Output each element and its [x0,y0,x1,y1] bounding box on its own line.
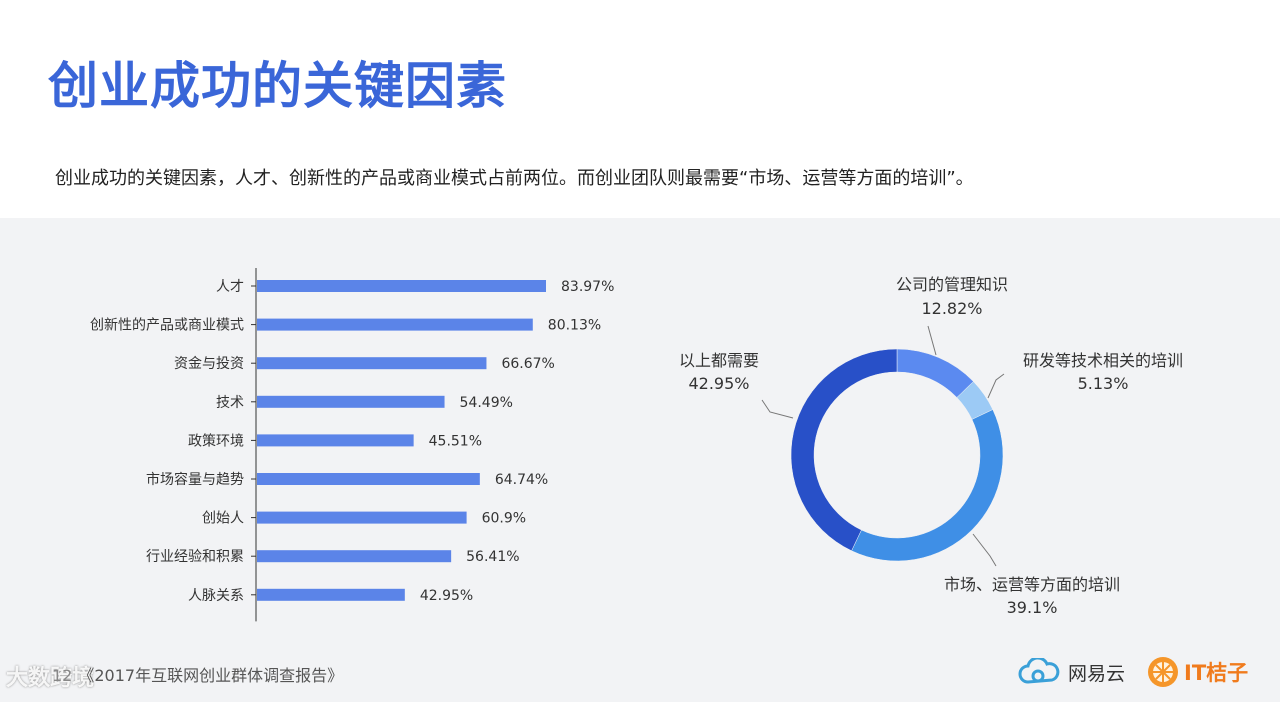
netease-logo: 网易云 [1018,658,1125,686]
source-text: 《2017年互联网创业群体调查报告》 [78,666,344,685]
bar-chart: 人才 83.97% 创新性的产品或商业模式 80.13% 资金与投资 66.67% 技术 54… [90,268,614,622]
page-subtitle: 创业成功的关键因素，人才、创新性的产品或商业模式占前两位。而创业团队则最需要“市… [55,168,974,189]
bar [257,434,414,447]
bar [257,395,445,408]
bar-value-label: 42.95% [420,588,473,604]
orange-icon [1148,657,1178,687]
chart-background [0,218,1280,702]
bar-category-label: 技术 [216,395,244,411]
bar-value-label: 45.51% [429,433,482,449]
bar-category-label: 资金与投资 [174,356,244,372]
donut-slice-name: 市场、运营等方面的培训 [944,575,1120,594]
donut-leader-line [987,373,1005,399]
bar-category-label: 政策环境 [188,432,244,449]
watermark: 大数跨境 [6,666,95,691]
bar-category-label: 创始人 [202,511,244,527]
bar [257,588,405,601]
bar [257,550,452,563]
donut-slice [790,348,898,552]
bar-value-label: 80.13% [548,318,601,334]
bar-value-label: 60.9% [482,511,526,527]
donut-slice-value: 12.82% [921,299,982,318]
itjuzi-logo: IT桔子 [1146,655,1248,689]
donut-leader-line [761,399,794,419]
donut-slice [896,348,974,398]
bar-value-label: 64.74% [495,472,548,488]
page-title: 创业成功的关键因素 [48,57,507,115]
netease-logo-text: 网易云 [1068,662,1126,685]
bar [257,473,480,485]
donut-slice-value: 39.1% [1007,598,1058,617]
bar-value-label: 66.67% [501,356,554,372]
donut-slice-name: 公司的管理知识 [896,275,1008,294]
donut-slice-name: 以上都需要 [679,351,759,370]
header-area [0,0,1280,218]
bar [257,511,467,524]
donut-leader-line [972,533,997,567]
donut-slice-value: 5.13% [1078,374,1129,393]
donut-chart: 公司的管理知识 12.82% 研发等技术相关的培训 5.13% 市场、运营等方面的培训 3… [679,275,1183,617]
bar [257,357,487,370]
bar [257,318,533,331]
bar-category-label: 市场容量与趋势 [146,471,244,488]
bar-category-label: 创新性的产品或商业模式 [90,318,244,334]
bar-category-label: 人脉关系 [188,588,244,604]
donut-slice [851,409,1004,562]
bar-value-label: 83.97% [561,279,614,295]
page-number: 12 [52,666,73,685]
donut-slice-value: 42.95% [688,374,749,393]
bar-value-label: 54.49% [460,395,513,411]
bar-value-label: 56.41% [466,549,519,565]
itjuzi-logo-text: IT桔子 [1184,661,1249,685]
cloud-icon [1018,658,1060,684]
bar [257,280,546,292]
footer-source: 12 《2017年互联网创业群体调查报告》 [52,662,343,686]
bar-category-label: 行业经验和积累 [146,549,244,565]
donut-slice-name: 研发等技术相关的培训 [1023,351,1183,370]
bar-category-label: 人才 [216,279,244,295]
donut-leader-line [927,325,937,356]
